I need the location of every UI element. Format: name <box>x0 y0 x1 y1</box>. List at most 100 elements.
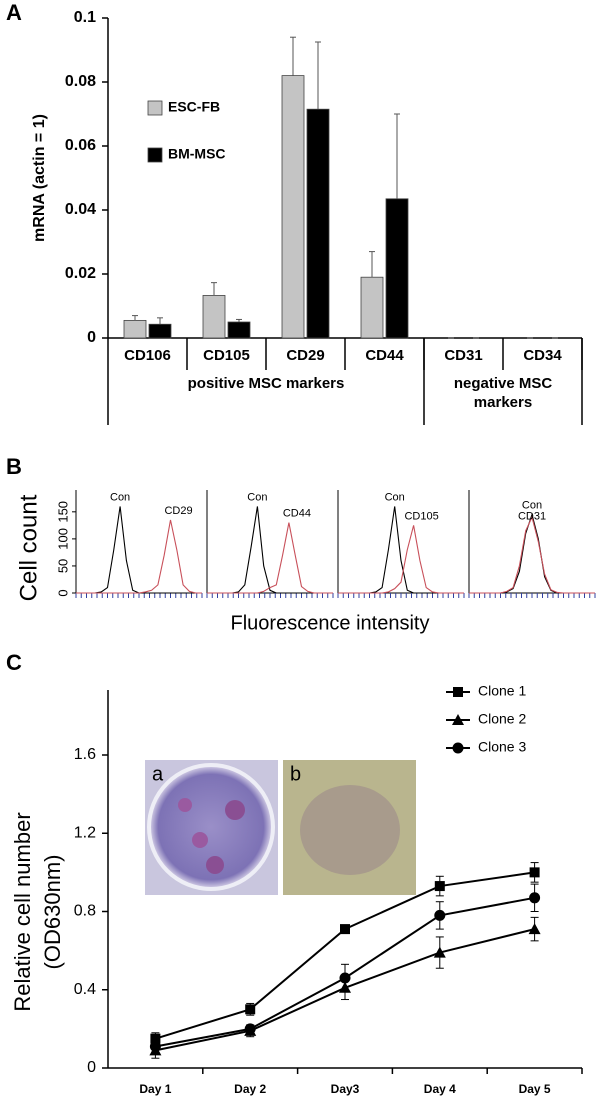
curve-label: Con <box>385 491 405 503</box>
histogram-curve <box>207 522 333 594</box>
y-tick-label: 0 <box>87 329 96 346</box>
marker <box>529 867 540 878</box>
marker <box>434 909 446 921</box>
legend-marker <box>452 714 464 725</box>
colony <box>206 856 224 874</box>
bar <box>281 75 305 339</box>
y-tick-label: 0.1 <box>74 9 96 26</box>
histogram-curve <box>469 512 595 594</box>
histogram-curve <box>207 506 333 594</box>
photo-b-colony <box>300 785 400 875</box>
y-tick-label: 0.08 <box>65 73 96 90</box>
y-tick-label: 1.6 <box>74 746 96 763</box>
histogram-curve <box>76 506 202 594</box>
x-tick-label: CD34 <box>523 347 562 364</box>
y-tick-label: 0.06 <box>65 137 96 154</box>
marker <box>528 923 541 935</box>
legend-swatch <box>147 147 163 163</box>
group-label: negative MSC markers <box>453 375 553 411</box>
inset-label: b <box>290 763 301 785</box>
bar <box>202 295 226 339</box>
y-tick-label: 150 <box>55 501 70 523</box>
photo-a-dish <box>147 763 275 891</box>
inset-label: a <box>152 763 164 785</box>
x-tick-label: Day 4 <box>424 1082 456 1096</box>
x-tick-label: CD105 <box>203 347 250 364</box>
colony <box>178 798 192 812</box>
error-bar <box>211 282 217 296</box>
histogram-curve <box>469 515 595 594</box>
error-bar <box>236 318 242 322</box>
error-bar <box>369 251 375 278</box>
curve-label: CD31 <box>518 510 546 522</box>
marker <box>433 946 446 958</box>
x-tick-label: Day3 <box>331 1082 360 1096</box>
group-label-box: negative MSC markers <box>453 375 553 411</box>
y-tick-label: 0.8 <box>74 903 96 920</box>
curve-label: CD44 <box>283 508 311 520</box>
y-tick-label: 0.04 <box>65 201 96 218</box>
x-tick-label: Day 2 <box>234 1082 266 1096</box>
error-bar <box>394 113 400 199</box>
x-tick-label: CD31 <box>444 347 482 364</box>
legend-label: Clone 3 <box>478 739 526 755</box>
bar <box>360 276 384 339</box>
legend-swatch <box>147 100 163 116</box>
y-axis-label: Relative cell number <box>10 812 35 1011</box>
inset-photos <box>145 760 416 895</box>
y-tick-label: 0.4 <box>74 981 96 998</box>
legend-label: ESC-FB <box>168 99 220 115</box>
legend-marker <box>453 687 463 697</box>
bar <box>123 319 147 339</box>
bar <box>306 108 330 339</box>
curve-label: CD105 <box>404 510 438 522</box>
legend-label: Clone 1 <box>478 683 526 699</box>
x-tick-label: CD44 <box>365 347 404 364</box>
marker <box>340 924 350 935</box>
y-tick-label: 0 <box>87 1059 96 1076</box>
panel-label: C <box>6 650 22 675</box>
x-tick-label: CD29 <box>286 347 324 364</box>
x-tick-label: Day 5 <box>519 1082 551 1096</box>
marker <box>434 881 445 892</box>
series-line <box>155 871 535 1040</box>
y-tick-label: 0.02 <box>65 265 96 282</box>
y-axis-label: Cell count <box>15 494 42 601</box>
y-tick-label: 0 <box>55 589 70 596</box>
colony <box>192 832 208 848</box>
panel-label: A <box>6 0 22 25</box>
y-tick-label: 50 <box>55 559 70 573</box>
curve-label: CD29 <box>164 505 192 517</box>
error-bar <box>132 315 138 321</box>
error-bar <box>315 41 321 110</box>
marker <box>245 1004 256 1015</box>
marker <box>244 1023 256 1035</box>
marker <box>339 972 351 984</box>
colony <box>225 800 245 820</box>
legend-label: BM-MSC <box>168 146 226 162</box>
y-axis-label: (OD630nm) <box>40 855 65 970</box>
error-bar <box>157 317 163 325</box>
curve-label: Con <box>110 491 130 503</box>
curve-label: Con <box>247 491 267 503</box>
y-axis-label: mRNA (actin = 1) <box>31 114 48 242</box>
bar <box>227 321 251 339</box>
x-tick-label: Day 1 <box>139 1082 171 1096</box>
group-label: positive MSC markers <box>187 375 345 392</box>
y-tick-label: 1.2 <box>74 824 96 841</box>
panel-label: B <box>6 454 22 479</box>
legend-marker <box>452 742 464 754</box>
legend-label: Clone 2 <box>478 711 526 727</box>
histogram-curve <box>76 519 202 594</box>
x-tick-label: CD106 <box>124 347 171 364</box>
curve-label: Con <box>522 499 542 511</box>
group-label-box: positive MSC markers <box>187 375 345 392</box>
x-axis-label: Fluorescence intensity <box>231 612 430 634</box>
marker <box>149 1040 161 1052</box>
marker <box>529 892 541 904</box>
error-bar <box>290 36 296 76</box>
y-tick-label: 100 <box>55 528 70 550</box>
marker <box>150 1033 161 1044</box>
bar <box>148 323 172 339</box>
